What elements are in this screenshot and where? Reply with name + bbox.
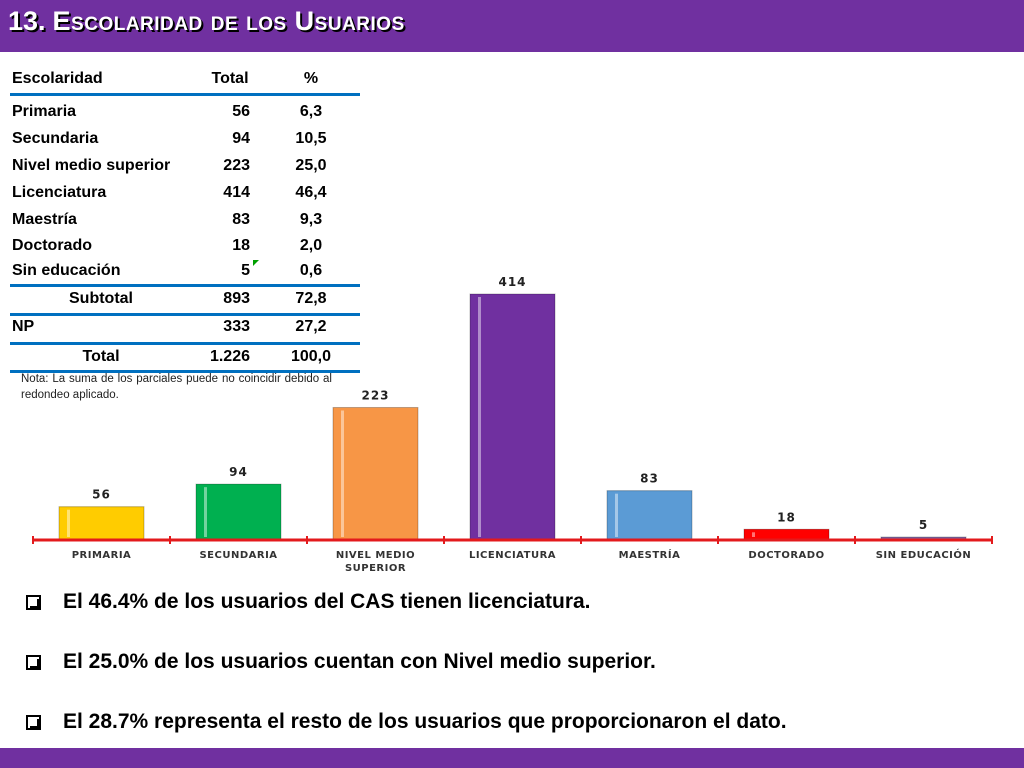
bar-value-label: 18 — [777, 510, 796, 524]
np-total: 333 — [223, 318, 250, 335]
total-pct: 100,0 — [290, 348, 332, 365]
total-total: 1.226 — [209, 348, 250, 365]
np-row: NP 333 27,2 — [10, 314, 360, 340]
bar-highlight — [67, 509, 70, 537]
total-label: Total — [82, 348, 120, 365]
table-row: Primaria 56 6,3 — [10, 98, 360, 125]
bar-value-label: 223 — [361, 388, 389, 402]
bullet-item: El 25.0% de los usuarios cuentan con Niv… — [26, 650, 656, 674]
x-tick-label: DOCTORADO — [748, 550, 824, 561]
row-label: Secundaria — [12, 129, 99, 147]
row-total: 94 — [232, 129, 250, 147]
header-total: Total — [211, 70, 249, 87]
bar-value-label: 83 — [640, 472, 659, 486]
bar-value-label: 414 — [498, 275, 526, 289]
escolaridad-table: Escolaridad Total % Primaria 56 6,3 Secu… — [10, 66, 360, 373]
table-note: Nota: La suma de los parciales puede no … — [21, 373, 332, 401]
bar-highlight — [341, 410, 344, 537]
x-tick-label: SIN EDUCACIÓN — [876, 548, 972, 561]
table-rule — [10, 313, 360, 316]
bar-doctorado — [743, 528, 830, 541]
table-row: Maestría 83 9,3 — [10, 206, 360, 233]
row-total: 18 — [232, 236, 250, 254]
table-header-row: Escolaridad Total % — [10, 66, 360, 92]
bar-highlight — [204, 487, 207, 537]
checkbox-bullet-icon — [26, 594, 41, 610]
table-row: Nivel medio superior 223 25,0 — [10, 152, 360, 179]
row-total: 5 — [241, 261, 250, 279]
x-tick-label: NIVEL MEDIO SUPERIOR — [336, 550, 415, 574]
bullet-item: El 28.7% representa el resto de los usua… — [26, 710, 787, 734]
header-escolaridad: Escolaridad — [12, 70, 103, 87]
checkbox-bullet-icon — [26, 654, 41, 670]
slide-title: 13. Escolaridad de los Usuarios — [8, 6, 405, 46]
bar-licenciatura — [469, 293, 556, 541]
row-label: Primaria — [12, 102, 77, 120]
slide-heading: Escolaridad de los Usuarios — [52, 6, 405, 36]
x-tick-label: MAESTRÍA — [619, 548, 681, 561]
slide-number: 13. — [8, 6, 46, 36]
row-total: 414 — [223, 183, 250, 201]
row-pct: 10,5 — [295, 129, 327, 147]
bullet-text: El 28.7% representa el resto de los usua… — [63, 710, 787, 733]
bar-primaria — [58, 506, 145, 541]
bar-secundaria — [195, 483, 282, 541]
table-rule — [10, 93, 360, 96]
table-row: Sin educación 5 0,6 — [10, 258, 360, 283]
table-row: Doctorado 18 2,0 — [10, 233, 360, 258]
total-row: Total 1.226 100,0 — [10, 344, 360, 370]
row-label: Nivel medio superior — [12, 156, 171, 174]
subtotal-total: 893 — [223, 290, 250, 307]
bullet-text: El 46.4% de los usuarios del CAS tienen … — [63, 590, 591, 613]
row-label: Doctorado — [12, 236, 92, 254]
table-rule — [10, 284, 360, 287]
bar-maestr-a — [606, 490, 693, 541]
bar-value-label: 5 — [919, 518, 928, 532]
row-pct: 6,3 — [299, 102, 323, 120]
header-pct: % — [303, 70, 319, 87]
table-row: Secundaria 94 10,5 — [10, 125, 360, 152]
bar-highlight — [615, 493, 618, 537]
bar-highlight — [478, 297, 481, 537]
row-pct: 2,0 — [299, 236, 323, 254]
row-pct: 46,4 — [295, 183, 327, 201]
bar-nivel-medio-superior — [332, 406, 419, 541]
bullet-item: El 46.4% de los usuarios del CAS tienen … — [26, 590, 591, 614]
bar-chart: 56 94 223 414 83 18 5 PRIMARIA SECUNDARIA NIVEL M… — [32, 275, 993, 574]
row-total: 83 — [232, 210, 250, 228]
subtotal-label: Subtotal — [69, 290, 133, 307]
table-row: Licenciatura 414 46,4 — [10, 179, 360, 206]
checkbox-bullet-icon — [26, 714, 41, 730]
row-label: Sin educación — [12, 261, 121, 279]
table-body: Primaria 56 6,3 Secundaria 94 10,5 Nivel… — [10, 98, 360, 283]
row-pct: 0,6 — [299, 261, 323, 279]
np-label: NP — [12, 318, 35, 335]
error-indicator-icon — [253, 260, 259, 266]
row-pct: 25,0 — [295, 156, 327, 174]
bottom-bar — [0, 748, 1024, 768]
x-tick-label: LICENCIATURA — [469, 550, 556, 561]
np-pct: 27,2 — [295, 318, 327, 335]
row-label: Maestría — [12, 210, 77, 228]
subtotal-row: Subtotal 893 72,8 — [10, 286, 360, 312]
table-rule — [10, 342, 360, 345]
row-label: Licenciatura — [12, 183, 107, 201]
bar-highlight — [752, 532, 755, 537]
bullet-text: El 25.0% de los usuarios cuentan con Niv… — [63, 650, 656, 673]
subtotal-pct: 72,8 — [295, 290, 327, 307]
x-tick-label: PRIMARIA — [72, 550, 132, 561]
bar-value-label: 94 — [229, 465, 248, 479]
bar-value-label: 56 — [92, 488, 111, 502]
row-total: 223 — [223, 156, 250, 174]
row-pct: 9,3 — [299, 210, 323, 228]
row-total: 56 — [232, 102, 250, 120]
table-rule — [10, 370, 360, 373]
x-tick-label: SECUNDARIA — [199, 550, 277, 561]
title-bar: 13. Escolaridad de los Usuarios — [0, 0, 1024, 52]
